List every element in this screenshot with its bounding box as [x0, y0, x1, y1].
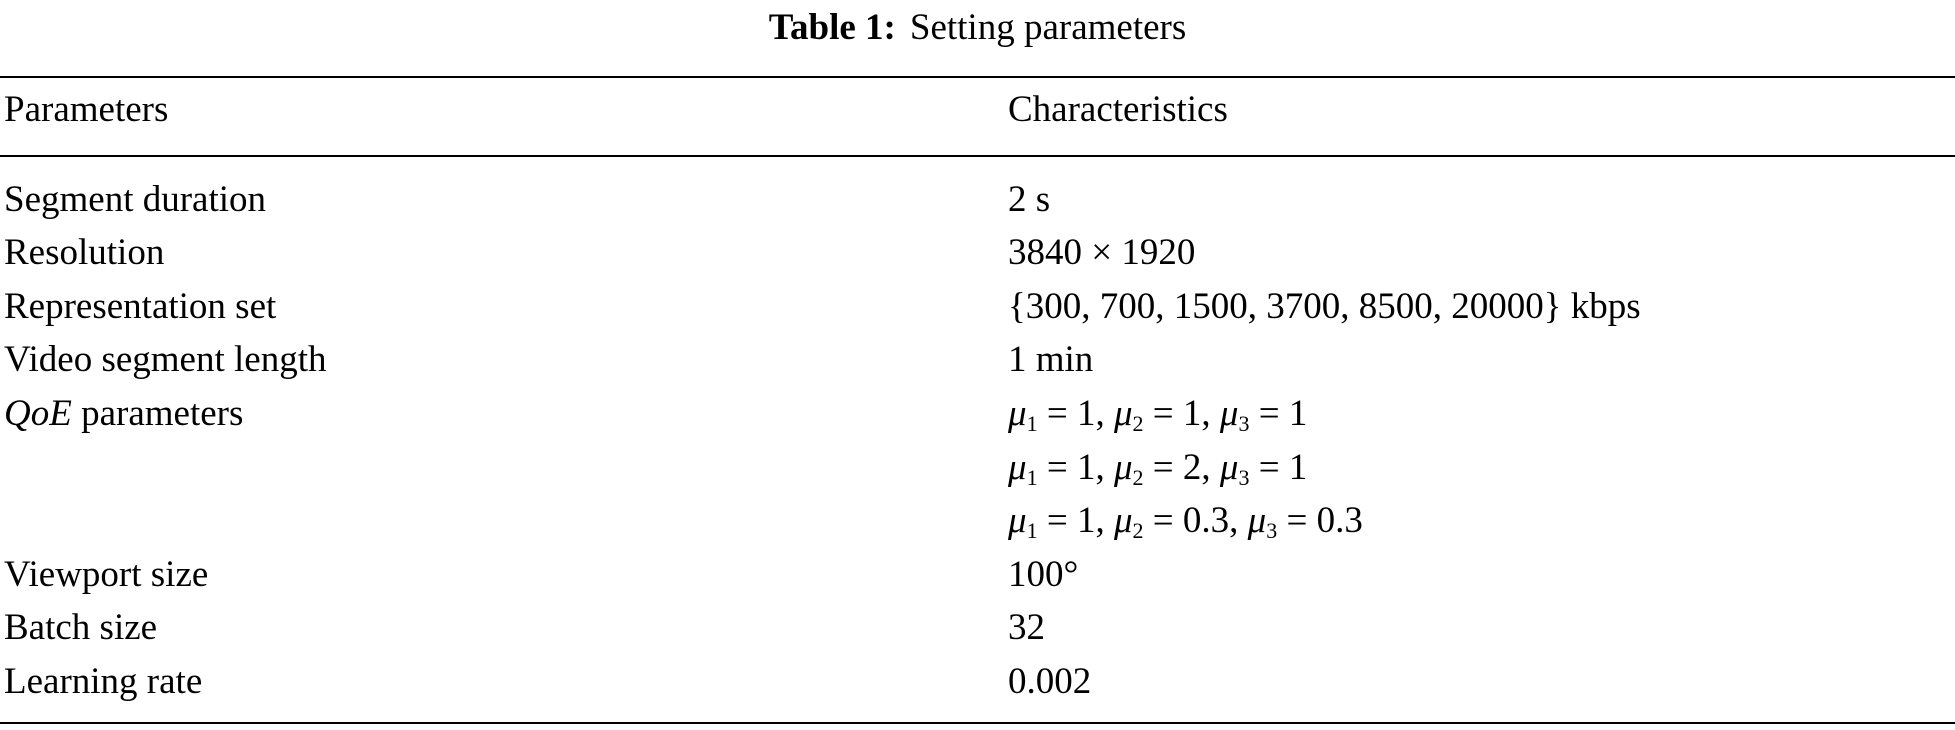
table-row-value: {300, 700, 1500, 3700, 8500, 20000} kbps: [1008, 286, 1641, 327]
parameter-name: Resolution: [4, 232, 165, 273]
mu-value: 2: [1182, 447, 1202, 488]
parameter-name: Learning rate: [4, 661, 203, 702]
mu-symbol: μ3 =: [1219, 447, 1289, 490]
header-characteristics: Characteristics: [1008, 89, 1228, 130]
qoe-weight-set: μ1 = 1, μ2 = 2, μ3 = 1: [1008, 447, 1308, 490]
table-row-parameter: Representation set: [4, 285, 276, 329]
table-row-parameter: Segment duration: [4, 178, 266, 222]
table-row-value: 100°: [1008, 554, 1079, 595]
mu-value: 1: [1288, 393, 1308, 434]
table-row-parameter: Viewport size: [4, 553, 208, 597]
qoe-weight-set: μ1 = 1, μ2 = 1, μ3 = 1: [1008, 393, 1308, 436]
table-row-parameter: QoE parameters: [4, 392, 243, 436]
mu-value: 1: [1182, 393, 1202, 434]
table-row-value: 32: [1008, 607, 1045, 648]
header-parameters: Parameters: [4, 89, 169, 130]
top-rule: [0, 76, 1955, 78]
mu-symbol: μ2 =: [1113, 447, 1183, 490]
table-caption: Table 1: Setting parameters: [0, 6, 1955, 50]
parameter-name: Segment duration: [4, 179, 267, 220]
mu-value: 1: [1288, 447, 1308, 488]
caption-label: Table 1:: [768, 7, 896, 48]
bottom-rule: [0, 722, 1955, 724]
header-rule: [0, 155, 1955, 157]
mu-value: 0.3: [1316, 500, 1363, 541]
mu-value: 1: [1076, 393, 1096, 434]
table-row-parameter: Resolution: [4, 231, 164, 275]
mu-symbol: μ3 =: [1219, 393, 1289, 436]
parameter-name: Video segment length: [4, 339, 327, 380]
table-row-parameter: Batch size: [4, 606, 157, 650]
mu-value: 1: [1076, 447, 1096, 488]
table-row-value: 0.002: [1008, 661, 1092, 702]
parameter-name: Viewport size: [4, 554, 209, 595]
table-row-value: 3840 × 1920: [1008, 232, 1196, 273]
table-row-value: 2 s: [1008, 179, 1051, 220]
mu-symbol: μ1 =: [1008, 500, 1077, 543]
caption-text: Setting parameters: [909, 7, 1187, 48]
table-row-parameter: Video segment length: [4, 338, 327, 382]
parameter-name: Representation set: [4, 286, 277, 327]
parameter-name: parameters: [71, 393, 244, 434]
mu-symbol: μ2 =: [1113, 500, 1183, 543]
mu-value: 1: [1076, 500, 1096, 541]
table-row-parameter: Learning rate: [4, 660, 202, 704]
parameter-name: Batch size: [4, 607, 158, 648]
mu-symbol: μ2 =: [1113, 393, 1183, 436]
mu-value: 0.3: [1182, 500, 1230, 541]
table-row-value: 1 min: [1008, 339, 1094, 380]
mu-symbol: μ3 =: [1247, 500, 1317, 543]
mu-symbol: μ1 =: [1008, 447, 1077, 490]
mu-symbol: μ1 =: [1008, 393, 1077, 436]
qoe-weight-set: μ1 = 1, μ2 = 0.3, μ3 = 0.3: [1008, 500, 1363, 543]
qoe-label: QoE: [4, 393, 72, 434]
